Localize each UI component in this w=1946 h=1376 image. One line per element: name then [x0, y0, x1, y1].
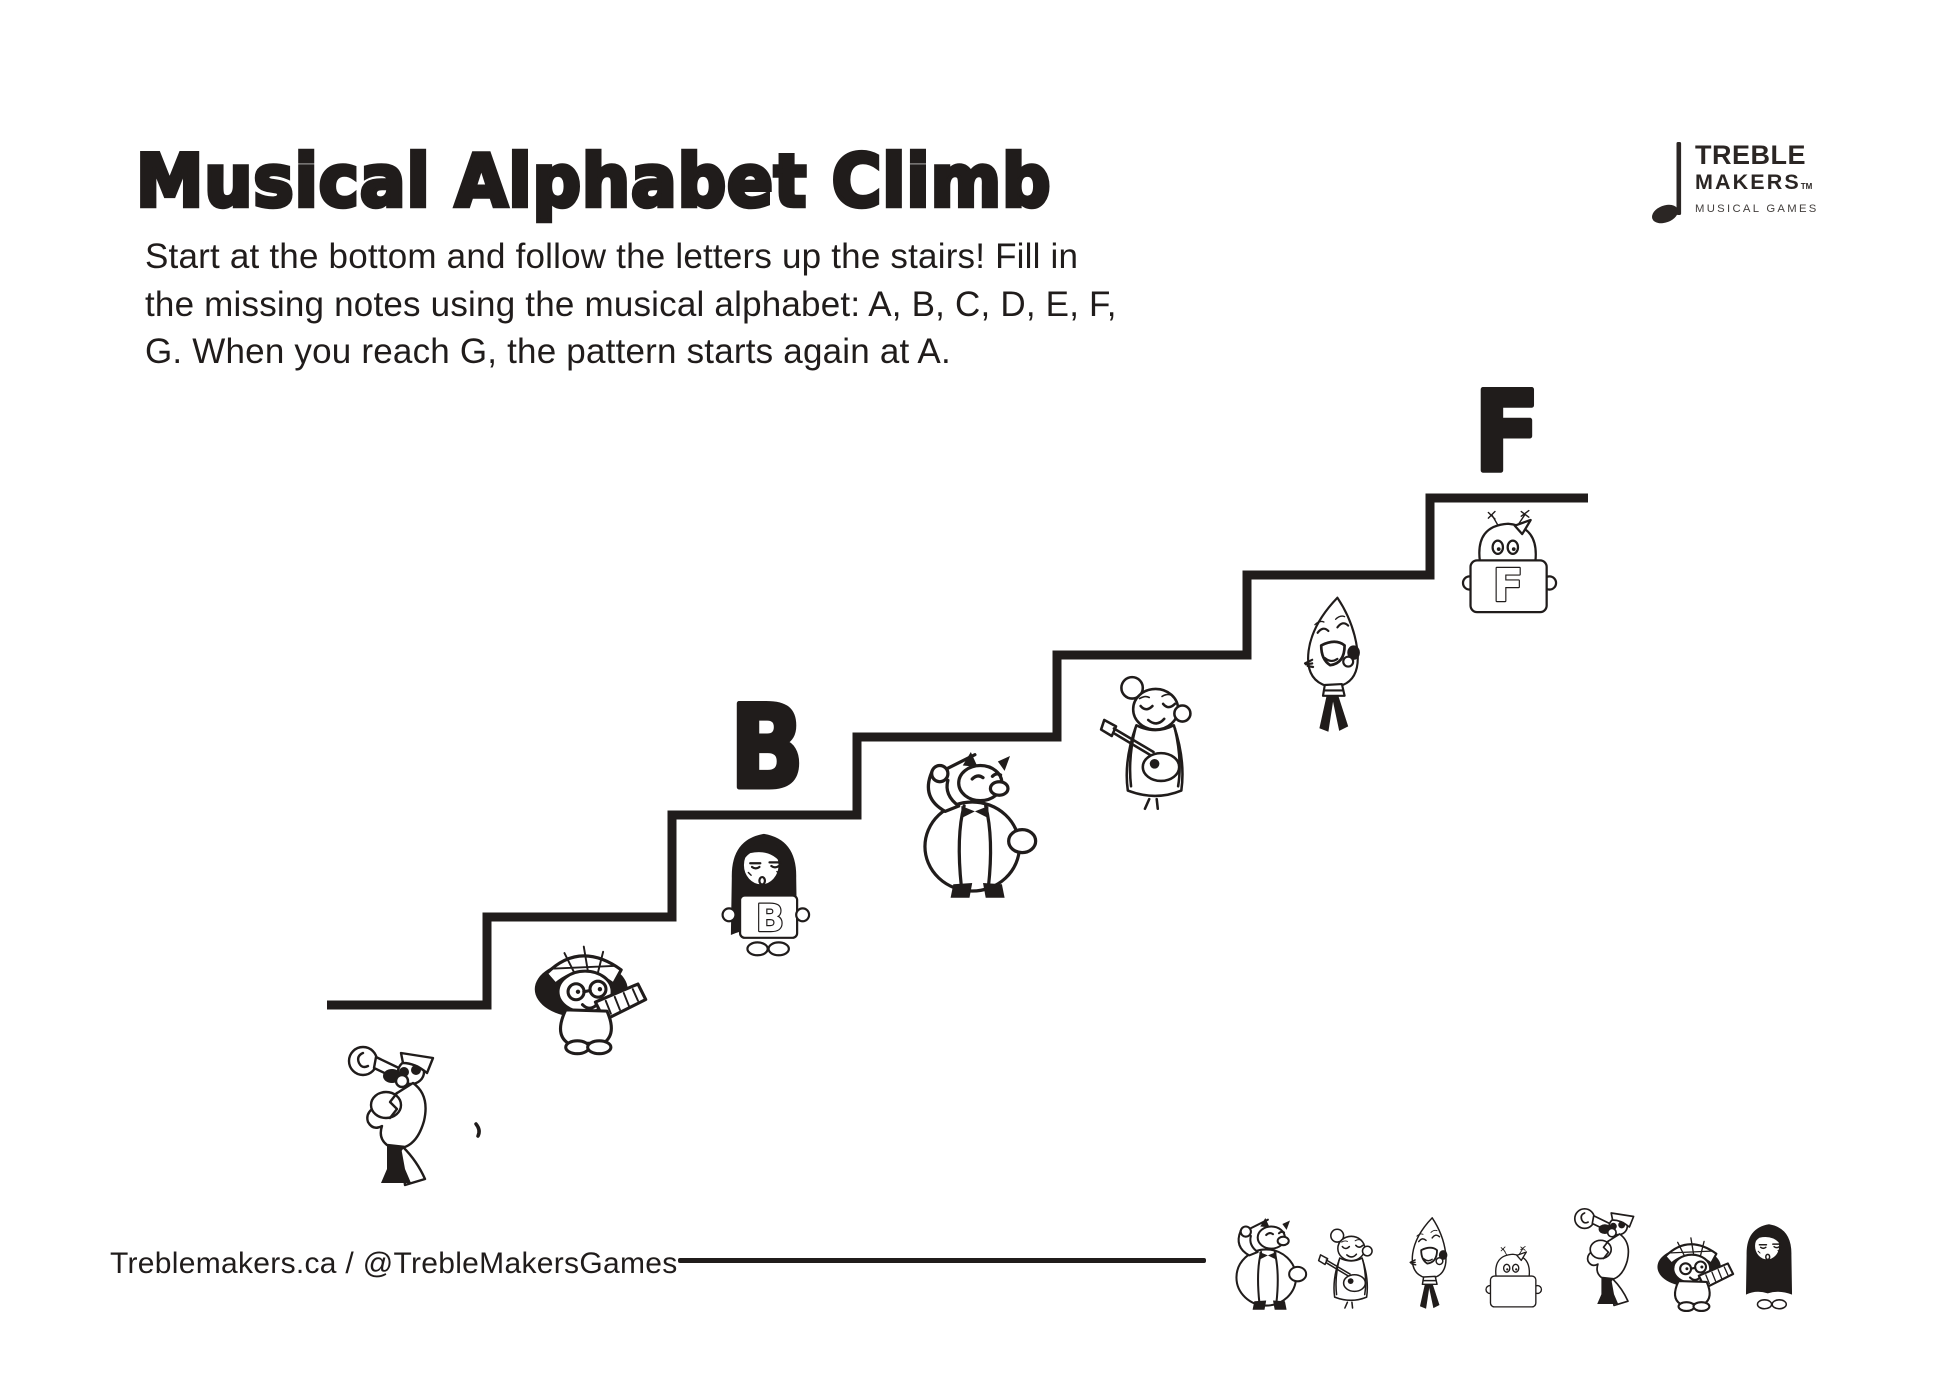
treblemakers-logo: TREBLE MAKERSTM MUSICAL GAMES [1652, 140, 1819, 224]
card-letter-b: B [756, 897, 784, 940]
cast-singer [1409, 1216, 1449, 1310]
cast-guitar-grandma [1317, 1228, 1373, 1309]
character-guitar-grandma [1099, 675, 1192, 811]
cast-long-hair-girl [1745, 1223, 1793, 1310]
logo-brand-top: TREBLE [1695, 140, 1806, 170]
character-letter-b-girl [721, 832, 811, 957]
footer-credit: Treblemakers.ca / @TrebleMakersGames [110, 1247, 678, 1280]
music-note-icon [1652, 142, 1682, 224]
character-bear-conductor [923, 750, 1038, 900]
step-label-b: B [730, 681, 804, 814]
step-label-f: F [1474, 367, 1540, 497]
character-singer [1303, 596, 1362, 734]
logo-text: TREBLE MAKERSTM MUSICAL GAMES [1695, 140, 1819, 215]
logo-tagline: MUSICAL GAMES [1695, 203, 1819, 215]
instructions-line: the missing notes using the musical alph… [145, 284, 1117, 324]
character-glockenspiel-girl [533, 945, 648, 1056]
instructions: Start at the bottom and follow the lette… [145, 233, 1117, 376]
card-letter-f: F [1493, 559, 1524, 612]
staircase [327, 493, 1588, 1010]
cast-row [1235, 1207, 1793, 1313]
cast-glockenspiel-girl [1656, 1236, 1735, 1313]
instructions-line: Start at the bottom and follow the lette… [145, 237, 1079, 276]
footer-divider [678, 1258, 1206, 1263]
character-trumpet-player [347, 1045, 435, 1187]
cast-trumpet-player [1573, 1207, 1635, 1307]
cast-bear-conductor [1235, 1216, 1308, 1311]
page-title: Musical Alphabet Climb [134, 137, 1053, 226]
pen-mark [474, 1122, 481, 1138]
letter-b-card [721, 894, 811, 939]
cast-robot [1485, 1245, 1543, 1308]
logo-brand-bottom: MAKERSTM [1695, 170, 1813, 194]
instructions-line: G. When you reach G, the pattern starts … [145, 332, 951, 371]
logo-trademark: TM [1800, 182, 1813, 191]
